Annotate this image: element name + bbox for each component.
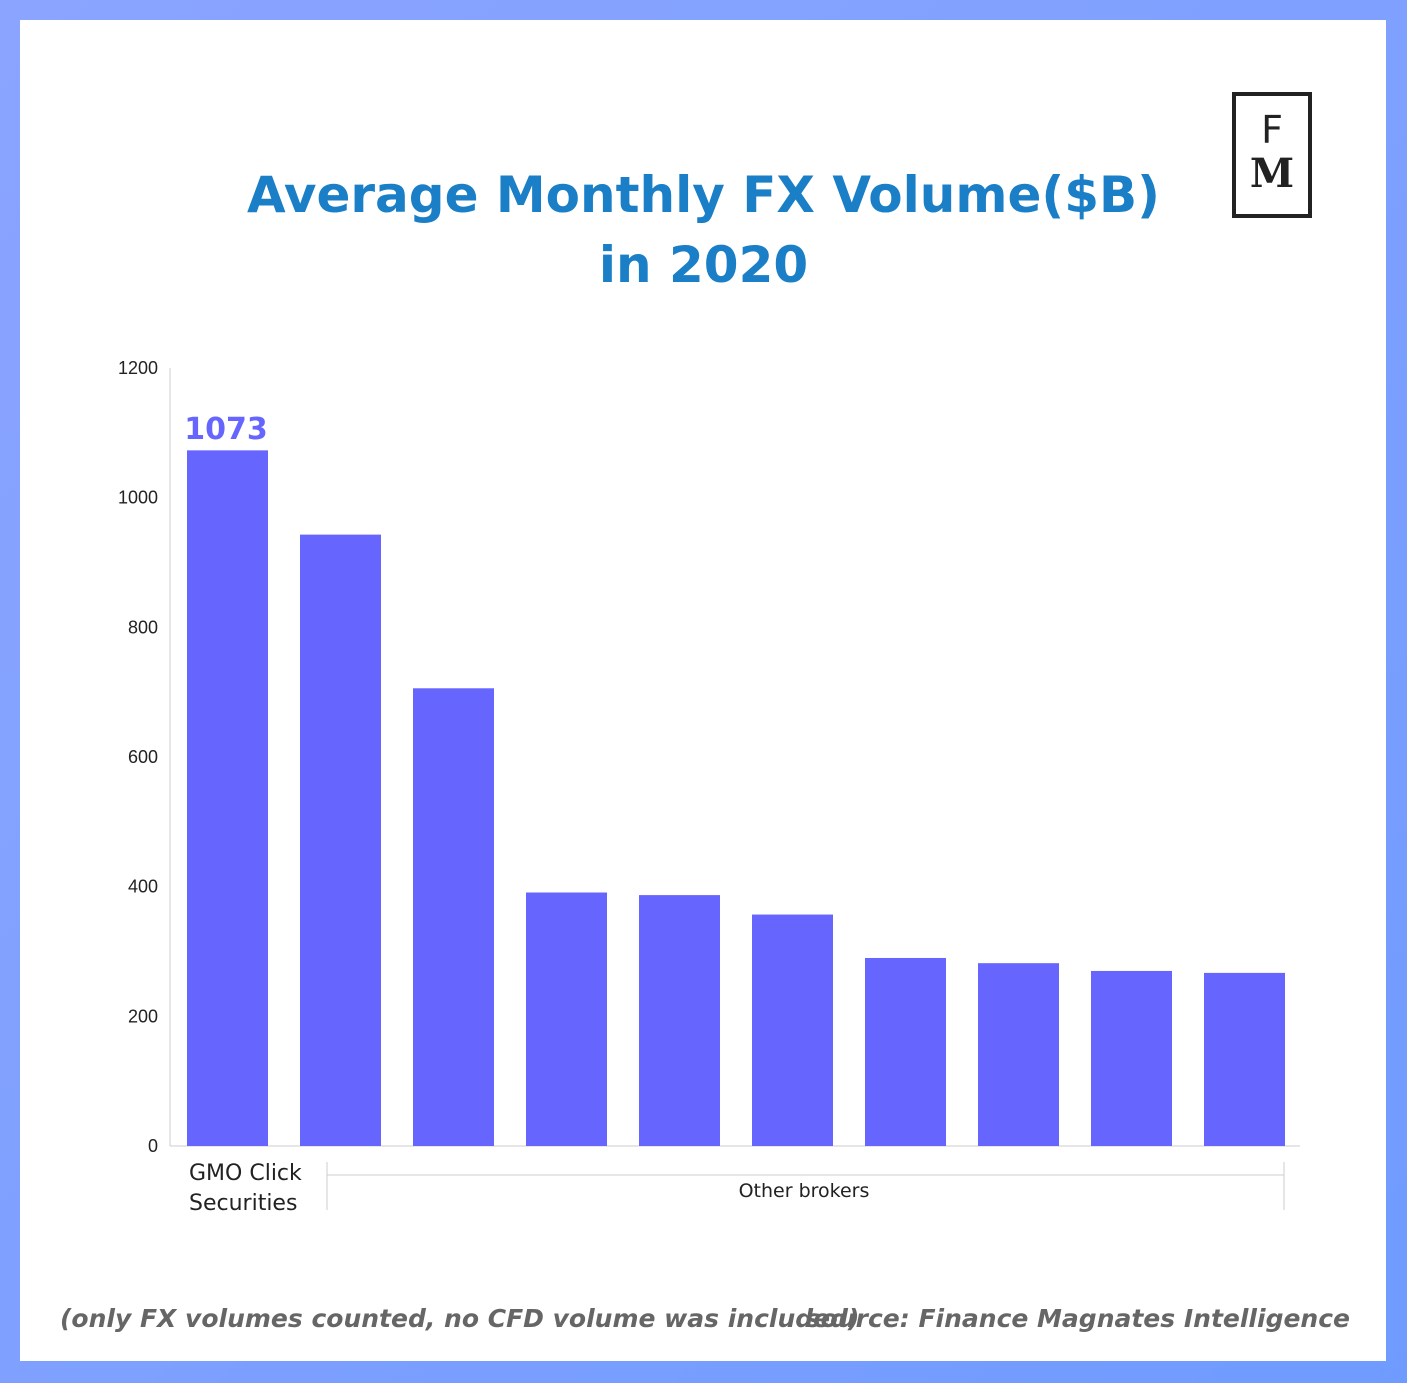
fm-logo: F M bbox=[1232, 92, 1312, 218]
y-tick-label: 200 bbox=[128, 1006, 158, 1026]
y-tick-label: 0 bbox=[148, 1136, 158, 1156]
y-tick-labels: 0 200 400 600 800 1000 1200 bbox=[118, 358, 158, 1156]
chart-title-line1: Average Monthly FX Volume($B) bbox=[246, 166, 1161, 224]
bar bbox=[865, 957, 946, 1146]
category-label-gmo-line1: GMO Click bbox=[189, 1161, 302, 1186]
footnote: (only FX volumes counted, no CFD volume … bbox=[60, 1304, 860, 1333]
bar bbox=[1091, 970, 1172, 1146]
data-label-1073: 1073 bbox=[184, 412, 268, 447]
bar bbox=[526, 892, 607, 1146]
y-tick-label: 1200 bbox=[118, 358, 158, 378]
y-tick-label: 600 bbox=[128, 747, 158, 767]
bars bbox=[187, 450, 1285, 1146]
bar bbox=[187, 450, 268, 1146]
bar bbox=[1204, 972, 1285, 1146]
category-label-gmo-line2: Securities bbox=[189, 1191, 297, 1216]
bar bbox=[752, 914, 833, 1146]
bar bbox=[300, 534, 381, 1146]
logo-letter-m: M bbox=[1249, 150, 1295, 197]
source-note: source: Finance Magnates Intelligence bbox=[805, 1304, 1350, 1333]
y-tick-label: 800 bbox=[128, 617, 158, 637]
y-tick-label: 400 bbox=[128, 877, 158, 897]
category-label-other-brokers: Other brokers bbox=[739, 1180, 870, 1202]
chart-title: Average Monthly FX Volume($B) in 2020 bbox=[0, 160, 1407, 300]
y-tick-label: 1000 bbox=[118, 488, 158, 508]
bar bbox=[413, 688, 494, 1146]
logo-letter-f: F bbox=[1261, 108, 1283, 152]
chart-title-line2: in 2020 bbox=[598, 236, 809, 294]
bar bbox=[639, 895, 720, 1146]
bar bbox=[978, 963, 1059, 1146]
